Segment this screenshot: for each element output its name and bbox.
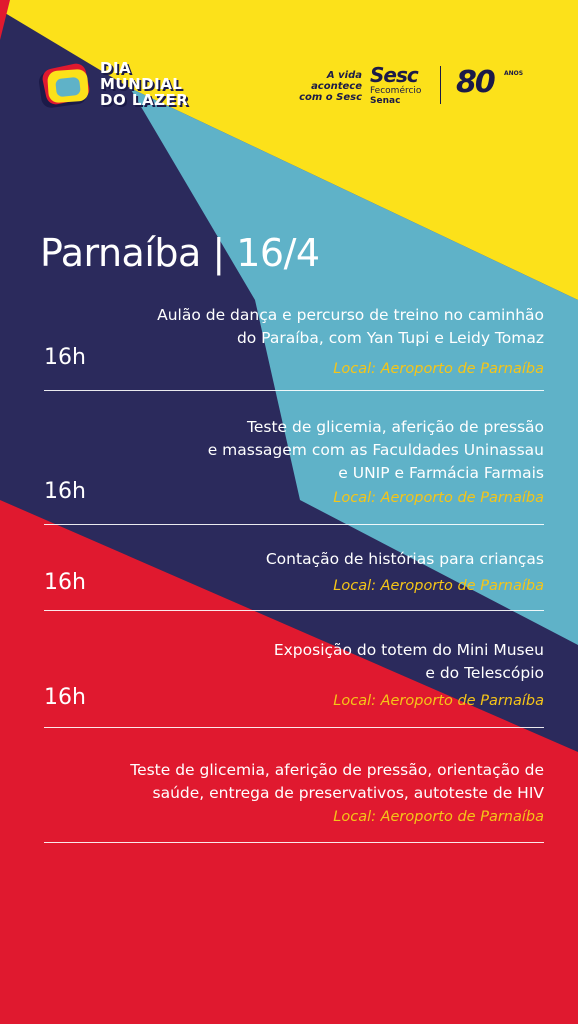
sesc-logo: Sesc Fecomércio Senac: [370, 64, 430, 106]
event-time: 16h: [44, 685, 86, 710]
event-description-line: Teste de glicemia, aferição de pressão, …: [130, 761, 544, 779]
event-description-line: do Paraíba, com Yan Tupi e Leidy Tomaz: [236, 329, 544, 347]
sponsor-logos: A vida acontece com o Sesc Sesc Fecomérc…: [292, 64, 532, 106]
event-location: Local: Aeroporto de Parnaíba: [333, 578, 544, 594]
event-description: Teste de glicemia, aferição de pressão, …: [130, 759, 544, 805]
brand-divider: [440, 66, 441, 104]
event-description-line: Teste de glicemia, aferição de pressão: [247, 418, 544, 436]
event-divider: [44, 524, 544, 525]
page-title: Parnaíba | 16/4: [40, 231, 320, 275]
event-description-line: Contação de histórias para crianças: [265, 550, 544, 568]
fecomercio-wordmark: Fecomércio: [370, 86, 422, 96]
event-location: Local: Aeroporto de Parnaíba: [333, 693, 544, 709]
event-description: Aulão de dança e percurso de treino no c…: [157, 304, 544, 350]
logo-line-3: DO LAZER: [100, 91, 189, 109]
tagline-line-2: acontece: [311, 81, 362, 92]
event-description-line: Aulão de dança e percurso de treino no c…: [157, 306, 544, 324]
senac-wordmark: Senac: [370, 96, 401, 106]
dia-mundial-wordmark: DIA MUNDIAL DO LAZER: [100, 60, 188, 108]
event-divider: [44, 727, 544, 728]
logo-line-1: DIA: [100, 59, 132, 77]
sesc-tagline: A vida acontece com o Sesc: [292, 70, 362, 103]
dia-mundial-logo: DIA MUNDIAL DO LAZER: [36, 58, 196, 118]
red-corner: [0, 0, 10, 40]
event-description-line: saúde, entrega de preservativos, autotes…: [152, 784, 544, 802]
event-time: 16h: [44, 345, 86, 370]
event-time: 16h: [44, 479, 86, 504]
tagline-line-3: com o Sesc: [299, 92, 362, 103]
anniversary-number: 80: [456, 65, 496, 100]
event-description-line: Exposição do totem do Mini Museu: [273, 641, 544, 659]
tagline-line-1: A vida: [326, 70, 362, 81]
event-description: Exposição do totem do Mini Museu e do Te…: [274, 639, 544, 685]
event-divider: [44, 610, 544, 611]
event-description-line: e do Telescópio: [425, 664, 544, 682]
event-description: Teste de glicemia, aferição de pressão e…: [208, 416, 544, 485]
logo-mark-icon: [39, 63, 90, 108]
event-divider: [44, 842, 544, 843]
event-description: Contação de histórias para crianças: [266, 548, 544, 571]
event-location: Local: Aeroporto de Parnaíba: [333, 361, 544, 377]
event-divider: [44, 390, 544, 391]
sesc-wordmark: Sesc: [370, 63, 419, 87]
event-description-line: e massagem com as Faculdades Uninassau: [207, 441, 544, 459]
yellow-wedge: [0, 0, 578, 300]
event-location: Local: Aeroporto de Parnaíba: [333, 809, 544, 825]
event-time: 16h: [44, 570, 86, 595]
teal-wedge: [130, 88, 578, 645]
event-location: Local: Aeroporto de Parnaíba: [333, 490, 544, 506]
anniversary-unit: ANOS: [504, 70, 524, 77]
logo-line-2: MUNDIAL: [100, 75, 183, 93]
event-description-line: e UNIP e Farmácia Farmais: [338, 464, 544, 482]
red-wedge: [0, 500, 578, 1024]
